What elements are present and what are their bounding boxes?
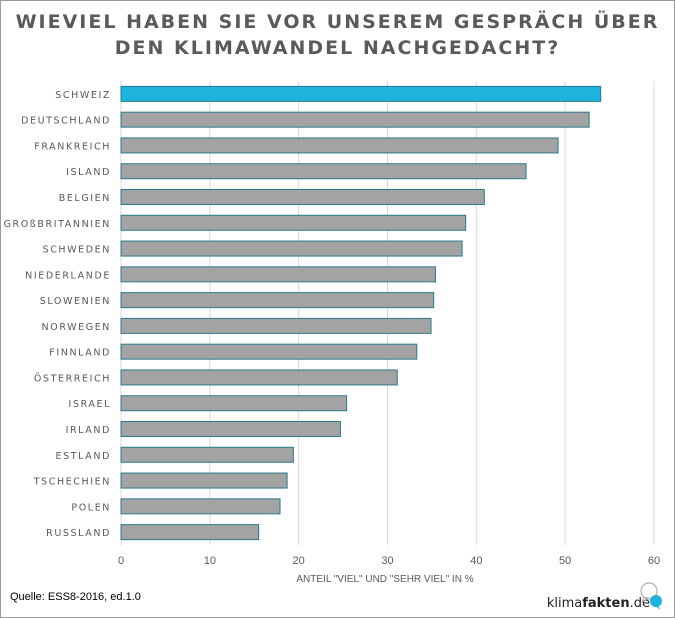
chart-title-line-2: DEN KLIMAWANDEL NACHGEDACHT? [114, 37, 561, 59]
logo-text-bold: fakten [582, 596, 630, 611]
bar-schweden [120, 240, 463, 257]
category-labels: SCHWEIZ DEUTSCHLAND FRANKREICH ISLAND BELGIE… [4, 90, 111, 539]
bars [120, 85, 602, 541]
bar-estland [120, 446, 294, 463]
category-label: ESTLAND [56, 451, 111, 462]
x-tick-labels: 0 10 20 30 40 50 60 [118, 555, 660, 567]
category-label: POLEN [71, 502, 111, 513]
bar-österreich [120, 369, 398, 386]
x-tick-label: 40 [470, 555, 482, 567]
bar-tschechien [120, 472, 288, 489]
bar-finnland [120, 343, 418, 360]
bar-deutschland [120, 111, 590, 128]
x-tick-label: 20 [293, 555, 305, 567]
logo-text-prefix: klima [546, 596, 583, 611]
x-tick-label: 60 [648, 555, 660, 567]
bar-island [120, 163, 527, 180]
source-note: Quelle: ESS8-2016, ed.1.0 [10, 591, 141, 603]
category-label: ÖSTERREICH [34, 373, 111, 384]
x-tick-label: 0 [118, 555, 124, 567]
category-label: SCHWEIZ [55, 90, 111, 101]
category-label: FRANKREICH [34, 141, 111, 152]
gridlines [120, 81, 655, 545]
bar-polen [120, 498, 281, 515]
bar-irland [120, 421, 341, 437]
category-label: NIEDERLANDE [25, 270, 111, 281]
category-label: DEUTSCHLAND [21, 116, 111, 127]
category-label: IRLAND [66, 425, 111, 436]
category-label: RUSSLAND [46, 528, 111, 539]
x-tick-label: 50 [559, 555, 571, 567]
category-label: BELGIEN [59, 193, 111, 204]
x-axis-label: ANTEIL "VIEL" UND "SEHR VIEL" IN % [296, 574, 473, 585]
bar-schweiz [120, 85, 602, 102]
bar-israel [120, 395, 348, 412]
category-label: ISRAEL [69, 399, 111, 410]
chart-title: WIEVIEL HABEN SIE VOR UNSEREM GESPRÄCH Ü… [1, 9, 674, 61]
bar-russland [120, 524, 260, 541]
category-label: FINNLAND [49, 348, 111, 359]
chart-title-line-1: WIEVIEL HABEN SIE VOR UNSEREM GESPRÄCH Ü… [15, 11, 660, 33]
category-label: SCHWEDEN [43, 245, 111, 256]
bar-slowenien [120, 292, 435, 309]
category-label: ISLAND [66, 167, 111, 178]
speech-bubble-icon [640, 582, 662, 610]
x-tick-label: 10 [204, 555, 216, 567]
category-label: TSCHECHIEN [33, 477, 111, 488]
bar-niederlande [120, 266, 436, 283]
category-label: NORWEGEN [42, 322, 111, 333]
bar-frankreich [120, 137, 559, 154]
bar-norwegen [120, 317, 432, 334]
bar-großbritannien [120, 214, 467, 231]
category-label: GROßBRITANNIEN [4, 219, 111, 230]
x-tick-label: 30 [381, 555, 393, 567]
bar-belgien [120, 189, 485, 205]
klimafakten-logo: klimafakten.de [547, 596, 650, 611]
category-label: SLOWENIEN [40, 296, 111, 307]
